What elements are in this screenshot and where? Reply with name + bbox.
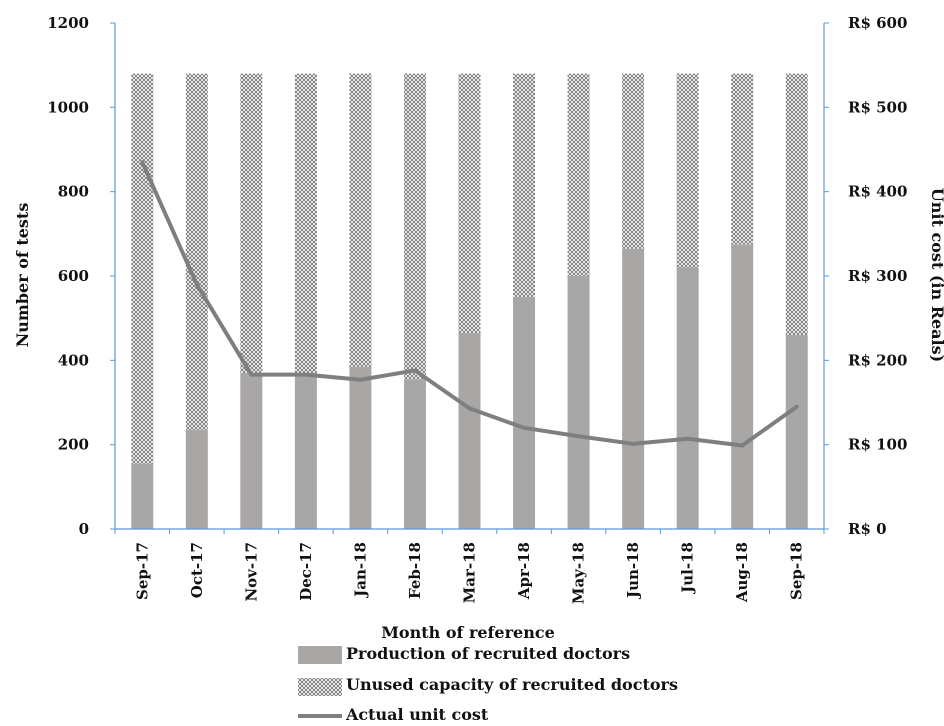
bar-unused-Aug-18	[731, 73, 754, 245]
y-tick-label: 1200	[47, 14, 89, 32]
x-tick-label-Jan-18: Jan-18	[351, 542, 369, 599]
x-tick-label-Dec-17: Dec-17	[297, 542, 315, 601]
bar-production-Oct-17	[185, 429, 208, 529]
bar-unused-Sep-17	[131, 73, 154, 464]
x-axis-title: Month of reference	[381, 623, 555, 642]
bar-production-Mar-18	[458, 332, 481, 529]
y-tick-label: 600	[58, 267, 89, 285]
bar-production-Jan-18	[349, 366, 372, 529]
bar-unused-Jan-18	[349, 73, 372, 367]
point-unit-cost-Feb-18	[412, 368, 417, 373]
y2-tick-label: R$ 400	[848, 183, 907, 201]
y2-tick-label: R$ 500	[848, 98, 907, 116]
bar-unused-Oct-17	[185, 73, 208, 430]
point-unit-cost-May-18	[576, 434, 581, 439]
bar-unused-Jul-18	[676, 73, 699, 268]
y-tick-label: 1000	[47, 98, 89, 116]
y2-axis-title: Unit cost (in Reals)	[928, 188, 944, 362]
bar-unused-Jun-18	[622, 73, 645, 249]
bar-production-Sep-18	[785, 335, 808, 529]
y2-tick-label: R$ 200	[848, 351, 907, 369]
legend-label-unused: Unused capacity of recruited doctors	[346, 675, 678, 694]
x-tick-label-May-18: May-18	[570, 542, 588, 604]
legend-label-unit-cost: Actual unit cost	[345, 705, 489, 724]
y2-tick-label: R$ 600	[848, 14, 907, 32]
y2-tick-label: R$ 0	[848, 520, 887, 538]
x-tick-label-Sep-18: Sep-18	[788, 542, 806, 600]
point-unit-cost-Apr-18	[522, 425, 527, 430]
x-tick-label-Jun-18: Jun-18	[624, 542, 642, 600]
y2-tick-label: R$ 300	[848, 267, 907, 285]
bars-layer	[131, 73, 808, 529]
bar-unused-Dec-17	[294, 73, 317, 373]
y-tick-label: 400	[58, 351, 89, 369]
bar-unused-Apr-18	[513, 73, 536, 298]
bar-production-Feb-18	[403, 379, 426, 529]
point-unit-cost-Aug-18	[740, 443, 745, 448]
bar-production-Aug-18	[731, 244, 754, 529]
legend-label-production: Production of recruited doctors	[346, 644, 630, 663]
point-unit-cost-Jun-18	[631, 441, 636, 446]
bar-production-May-18	[567, 276, 590, 529]
bar-unused-Feb-18	[403, 73, 426, 380]
bar-production-Jul-18	[676, 267, 699, 529]
y-axis-title: Number of tests	[13, 203, 32, 348]
x-tick-label-Aug-18: Aug-18	[733, 542, 751, 603]
point-unit-cost-Jul-18	[685, 436, 690, 441]
line-layer	[140, 160, 799, 448]
point-unit-cost-Mar-18	[467, 406, 472, 411]
point-unit-cost-Sep-17	[140, 160, 145, 165]
ticks-layer: 0 R$ 0 200 R$ 100 400 R$ 200 600 R$ 300 800 R$ 40…	[47, 14, 907, 604]
x-tick-label-Feb-18: Feb-18	[406, 542, 424, 599]
y-tick-label: 200	[58, 436, 89, 454]
legend: Production of recruited doctors Unused c…	[298, 644, 678, 724]
x-tick-label-Apr-18: Apr-18	[515, 542, 533, 600]
point-unit-cost-Sep-18	[794, 404, 799, 409]
legend-swatch-production	[298, 646, 342, 664]
bar-unused-Nov-17	[240, 73, 263, 373]
legend-swatch-unused	[298, 678, 342, 696]
bar-unused-Sep-18	[785, 73, 808, 336]
x-tick-label-Oct-17: Oct-17	[188, 542, 206, 598]
y-tick-label: 800	[58, 183, 89, 201]
x-tick-label-Nov-17: Nov-17	[242, 542, 260, 602]
x-tick-label-Jul-18: Jul-18	[679, 542, 697, 595]
bar-production-Apr-18	[513, 297, 536, 529]
bar-unused-May-18	[567, 73, 590, 276]
bar-production-Jun-18	[622, 248, 645, 529]
bar-production-Sep-17	[131, 463, 154, 529]
y-tick-label: 0	[79, 520, 89, 538]
x-tick-label-Mar-18: Mar-18	[461, 542, 479, 603]
point-unit-cost-Jan-18	[358, 377, 363, 382]
point-unit-cost-Dec-17	[303, 372, 308, 377]
x-tick-label-Sep-17: Sep-17	[133, 542, 151, 600]
point-unit-cost-Nov-17	[249, 372, 254, 377]
bar-production-Nov-17	[240, 372, 263, 529]
bar-unused-Mar-18	[458, 73, 481, 333]
point-unit-cost-Oct-17	[194, 282, 199, 287]
bar-production-Dec-17	[294, 372, 317, 529]
y2-tick-label: R$ 100	[848, 436, 907, 454]
